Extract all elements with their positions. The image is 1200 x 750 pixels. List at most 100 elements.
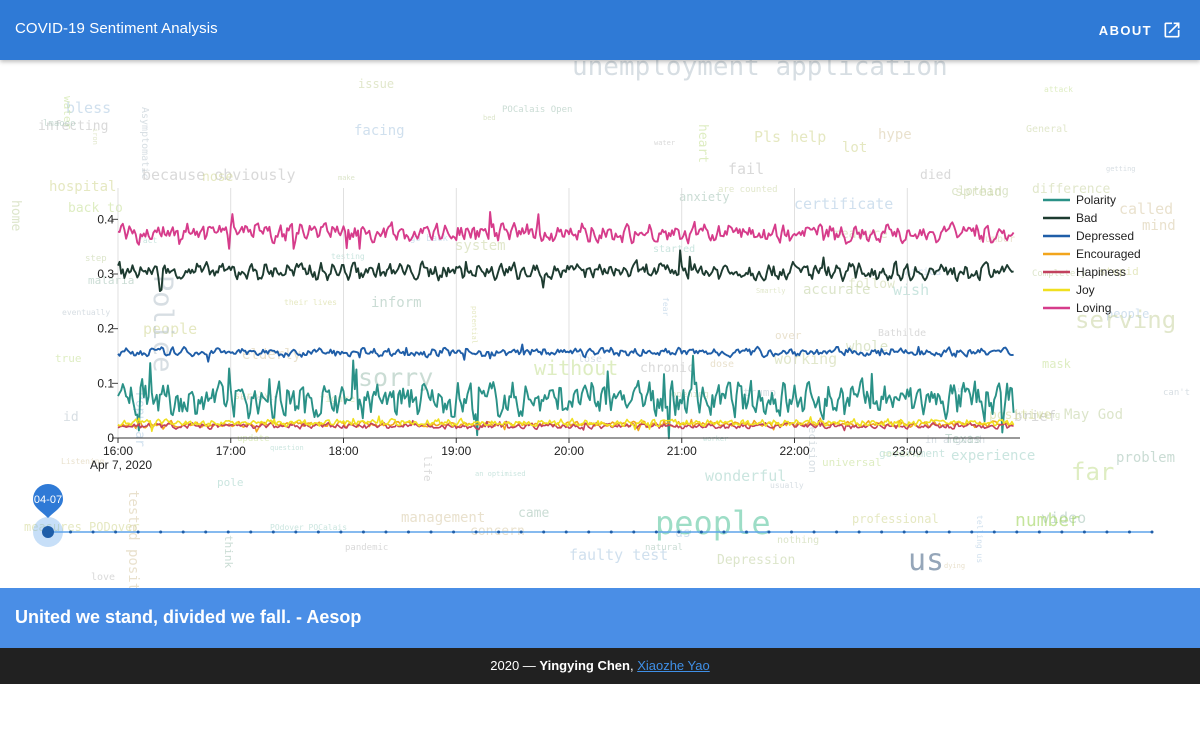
cloud-word: potential — [470, 306, 478, 344]
legend-label: Encouraged — [1076, 247, 1141, 261]
cloud-word: wish — [893, 281, 929, 299]
cloud-word: experience — [951, 448, 1035, 464]
cloud-word: people — [143, 320, 197, 338]
timeline-mark — [361, 530, 365, 534]
cloud-word: currently — [240, 394, 278, 402]
about-label: ABOUT — [1098, 22, 1152, 38]
cloud-word: people — [1106, 307, 1149, 321]
timeline-mark — [632, 530, 636, 534]
cloud-word: love — [91, 572, 115, 583]
cloud-word: because obviously — [142, 166, 296, 184]
timeline-mark — [609, 530, 613, 534]
timeline-mark — [835, 530, 839, 534]
cloud-word: life — [421, 455, 434, 482]
sentiment-line-chart: 0 0.1 0.2 0.3 0.4 16:00 17:00 18:00 19:00 20:00 21… — [33, 188, 1154, 547]
timeline-mark — [136, 530, 140, 534]
timeline-mark — [204, 530, 208, 534]
timeline-mark — [474, 530, 478, 534]
cloud-word: decision — [806, 420, 819, 473]
cloud-word: iron — [91, 128, 99, 145]
timeline-mark — [114, 530, 118, 534]
timeline-mark — [1105, 530, 1109, 534]
cloud-word: nothing — [777, 535, 819, 546]
timeline-mark — [699, 530, 703, 534]
x-tick-label: 19:00 — [441, 444, 471, 458]
cloud-word: system — [455, 238, 506, 254]
cloud-word: came — [518, 506, 549, 521]
cloud-word: wonderful — [705, 467, 786, 485]
cloud-word: died — [920, 168, 951, 183]
timeline-mark — [1060, 530, 1064, 534]
cloud-word: serving — [1075, 306, 1176, 334]
cloud-word: mind — [1142, 218, 1176, 234]
cloud-word: fact — [138, 236, 157, 245]
x-tick-label: 22:00 — [779, 444, 809, 458]
cloud-word: an optimised — [475, 470, 526, 478]
cloud-word: pole — [217, 476, 244, 489]
cloud-word: spread — [955, 185, 1002, 200]
timeline-mark — [294, 530, 298, 534]
cloud-word: over — [775, 329, 802, 342]
x-tick-label: 20:00 — [554, 444, 584, 458]
quote-bar: United we stand, divided we fall. - Aeso… — [0, 588, 1200, 648]
cloud-word: telling us — [975, 515, 984, 563]
cloud-word: bless — [66, 99, 111, 117]
word-cloud: makegovernmentspreadidpeopleusnumberpand… — [8, 60, 1190, 588]
timeline-mark — [69, 530, 73, 534]
footer-author-2-link[interactable]: Xiaozhe Yao — [637, 658, 710, 673]
timeline-value-label: 04-07 — [34, 494, 62, 506]
footer: 2020 — Yingying Chen, Xiaozhe Yao — [0, 648, 1200, 684]
cloud-word: accurate — [803, 282, 870, 298]
timeline-mark — [316, 530, 320, 534]
cloud-word: Plus — [949, 386, 966, 394]
x-tick-label: 16:00 — [103, 444, 133, 458]
cloud-word: called — [1119, 200, 1173, 218]
cloud-word: fear — [661, 297, 670, 316]
app-title: COVID-19 Sentiment Analysis — [15, 20, 218, 37]
timeline-mark — [339, 530, 343, 534]
cloud-word: infecting — [38, 119, 108, 134]
cloud-word-large: people — [655, 504, 771, 542]
cloud-word: Listening — [61, 457, 105, 466]
timeline-mark — [1150, 530, 1154, 534]
cloud-word: Police — [147, 275, 178, 373]
cloud-word: lmaooo — [43, 119, 76, 129]
cloud-word: step — [85, 254, 107, 264]
x-tick-label: 18:00 — [328, 444, 358, 458]
cloud-word: lose — [578, 354, 602, 365]
timeline-mark — [519, 530, 523, 534]
timeline-mark — [497, 530, 501, 534]
cloud-word: started — [653, 244, 695, 255]
timeline-mark — [406, 530, 410, 534]
app-bar: COVID-19 Sentiment Analysis ABOUT — [0, 0, 1200, 60]
cloud-word: Texas — [945, 432, 981, 446]
cloud-word: professional — [852, 512, 939, 526]
cloud-word: brief — [1014, 409, 1056, 425]
cloud-word: thinking — [1017, 411, 1060, 421]
series-line-hapiness — [117, 419, 1014, 432]
cloud-word: POCalais Open — [502, 105, 572, 115]
timeline-mark — [744, 530, 748, 534]
timeline-mark — [902, 530, 906, 534]
about-button[interactable]: ABOUT — [1099, 14, 1182, 46]
cloud-word: universal — [822, 456, 882, 469]
timeline-mark — [429, 530, 433, 534]
timeline-mark — [654, 530, 658, 534]
footer-year: 2020 — — [490, 658, 540, 673]
cloud-word: fail — [728, 160, 764, 178]
timeline-mark — [677, 530, 681, 534]
cloud-word: working — [774, 350, 837, 368]
timeline-mark — [1037, 530, 1041, 534]
cloud-word: pandemic — [345, 543, 388, 553]
x-date-label: Apr 7, 2020 — [90, 458, 152, 472]
cloud-word: Africa — [905, 267, 941, 278]
cloud-word: nose — [202, 170, 233, 185]
timeline-thumb[interactable] — [42, 526, 54, 538]
series-line-bad — [117, 249, 1014, 293]
timeline-mark — [925, 530, 929, 534]
cloud-word: getting — [1106, 165, 1136, 173]
main-panel: make government spread id people us number pand… — [0, 60, 1200, 588]
cloud-word: water — [61, 96, 74, 129]
cloud-word: Smartly — [756, 287, 786, 295]
cloud-word: difference — [1032, 182, 1110, 197]
